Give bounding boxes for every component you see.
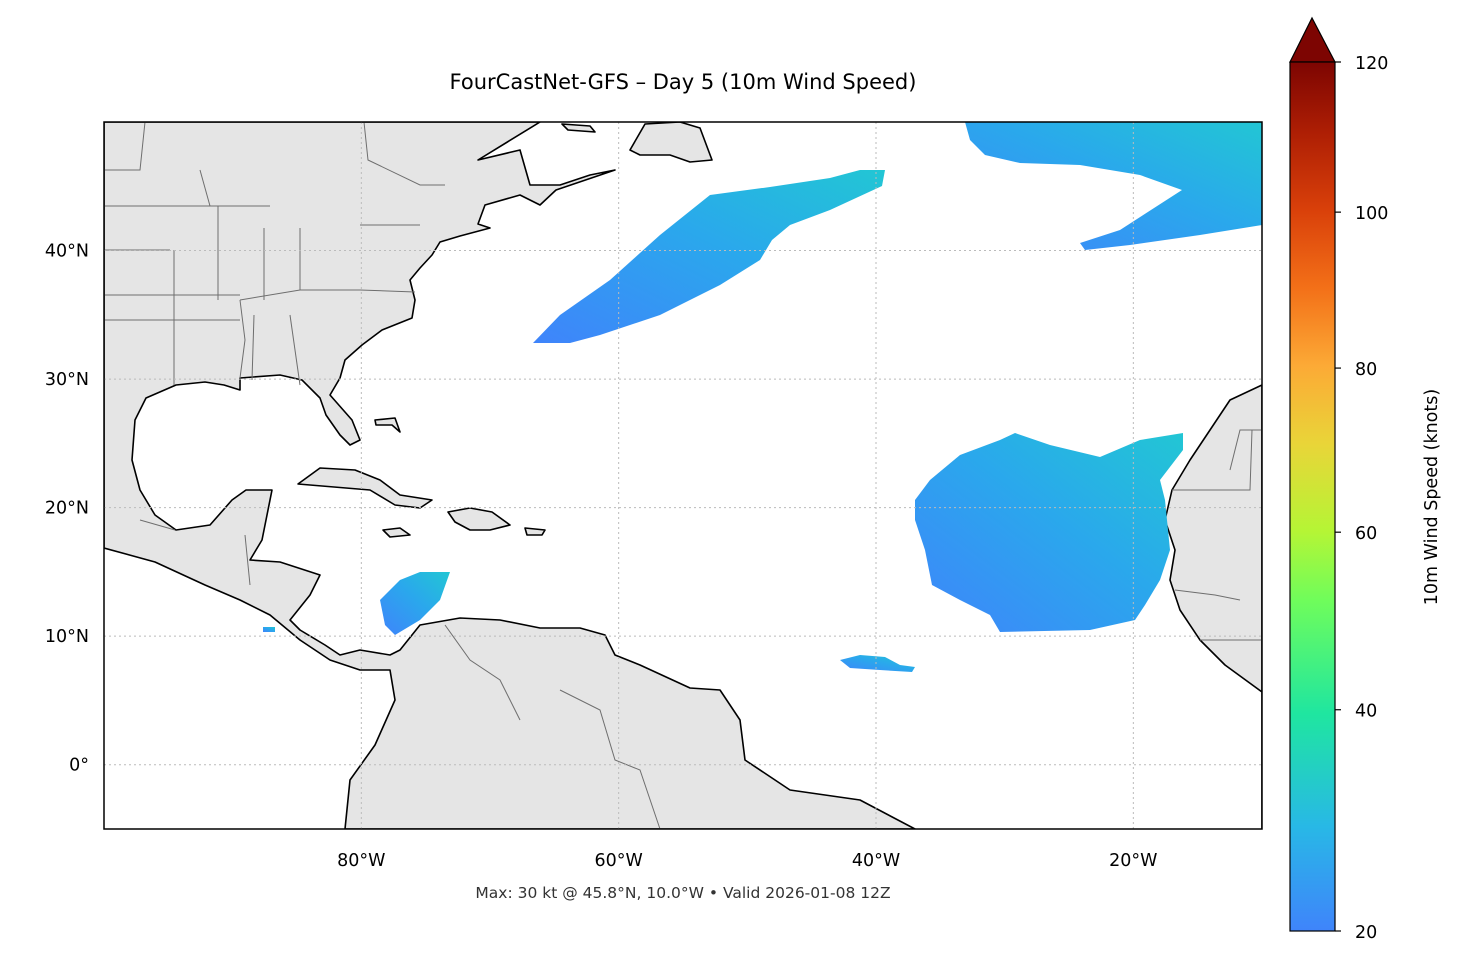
political-border: [559, 689, 661, 829]
colorbar-tick-label: 20: [1355, 923, 1377, 943]
chart-title: FourCastNet-GFS – Day 5 (10m Wind Speed): [449, 70, 917, 94]
x-tick-label: 80°W: [337, 851, 385, 871]
wind-region-trade-winds: [915, 433, 1183, 632]
political-border: [139, 519, 176, 531]
y-axis-ticks: 40°N 30°N 20°N 10°N 0°: [45, 242, 89, 776]
borders-layer: [104, 122, 1262, 829]
landmass-pei: [561, 123, 596, 133]
political-border: [251, 314, 255, 381]
political-border: [444, 624, 521, 721]
wind-region-e-pacific: [263, 627, 275, 632]
landmass-americas: [104, 122, 916, 829]
y-tick-label: 20°N: [45, 499, 89, 519]
political-border: [239, 299, 246, 379]
political-border: [199, 169, 211, 207]
x-tick-label: 20°W: [1109, 851, 1157, 871]
y-tick-label: 30°N: [45, 370, 89, 390]
political-border: [239, 289, 416, 301]
colorbar: 20 40 60 80 100 120: [1289, 16, 1388, 943]
landmass-bahamas: [374, 417, 401, 433]
colorbar-extend-arrow: [1289, 16, 1336, 63]
wind-region-nw-atlantic-band: [533, 170, 885, 343]
political-border: [363, 122, 445, 186]
political-border: [1172, 429, 1253, 491]
landmass-cuba: [297, 467, 433, 509]
wind-layer: [263, 122, 1262, 672]
landmass-newfoundland: [629, 122, 713, 163]
political-border: [244, 534, 251, 586]
x-tick-label: 40°W: [852, 851, 900, 871]
gridlines: [104, 122, 1262, 829]
landmass-hispaniola: [447, 507, 511, 531]
wind-region-caribbean: [380, 572, 450, 635]
colorbar-tick-label: 120: [1355, 54, 1388, 74]
y-tick-label: 40°N: [45, 242, 89, 262]
y-tick-label: 0°: [69, 756, 89, 776]
x-axis-ticks: 80°W 60°W 40°W 20°W: [337, 851, 1157, 871]
colorbar-gradient: [1289, 61, 1336, 932]
x-tick-label: 60°W: [595, 851, 643, 871]
land-layer: [104, 122, 1262, 829]
political-border: [1174, 589, 1241, 601]
political-border: [289, 314, 301, 386]
y-tick-label: 10°N: [45, 627, 89, 647]
colorbar-tick-label: 80: [1355, 360, 1377, 380]
colorbar-label: 10m Wind Speed (knots): [1422, 388, 1442, 606]
wind-region-ne-atlantic: [965, 122, 1262, 250]
political-border: [1229, 429, 1262, 471]
landmass-africa: [1164, 384, 1262, 829]
colorbar-tick-label: 40: [1355, 702, 1377, 722]
footer-stats: Max: 30 kt @ 45.8°N, 10.0°W • Valid 2026…: [475, 884, 891, 902]
colorbar-tick-label: 100: [1355, 204, 1388, 224]
landmass-jamaica: [382, 527, 411, 538]
plot-frame: [103, 121, 1263, 830]
colorbar-tick-label: 60: [1355, 524, 1377, 544]
wind-region-tropical-10n: [840, 655, 915, 672]
political-border: [104, 122, 146, 171]
landmass-puerto-rico: [524, 527, 546, 536]
